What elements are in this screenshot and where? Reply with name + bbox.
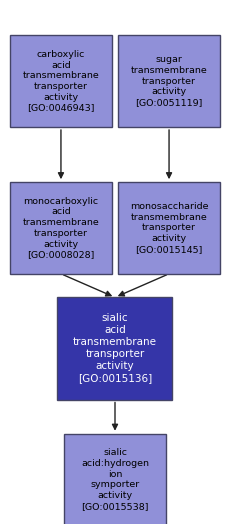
Text: monocarboxylic
acid
transmembrane
transporter
activity
[GO:0008028]: monocarboxylic acid transmembrane transp… (22, 196, 99, 259)
Text: sugar
transmembrane
transporter
activity
[GO:0051119]: sugar transmembrane transporter activity… (130, 55, 207, 107)
Text: sialic
acid
transmembrane
transporter
activity
[GO:0015136]: sialic acid transmembrane transporter ac… (73, 313, 156, 384)
Text: monosaccharide
transmembrane
transporter
activity
[GO:0015145]: monosaccharide transmembrane transporter… (129, 202, 207, 254)
FancyBboxPatch shape (10, 36, 111, 127)
FancyBboxPatch shape (57, 298, 172, 399)
FancyBboxPatch shape (64, 434, 165, 524)
Text: sialic
acid:hydrogen
ion
symporter
activity
[GO:0015538]: sialic acid:hydrogen ion symporter activ… (81, 448, 148, 511)
FancyBboxPatch shape (10, 182, 111, 274)
FancyBboxPatch shape (118, 36, 219, 127)
FancyBboxPatch shape (118, 182, 219, 274)
Text: carboxylic
acid
transmembrane
transporter
activity
[GO:0046943]: carboxylic acid transmembrane transporte… (22, 50, 99, 113)
